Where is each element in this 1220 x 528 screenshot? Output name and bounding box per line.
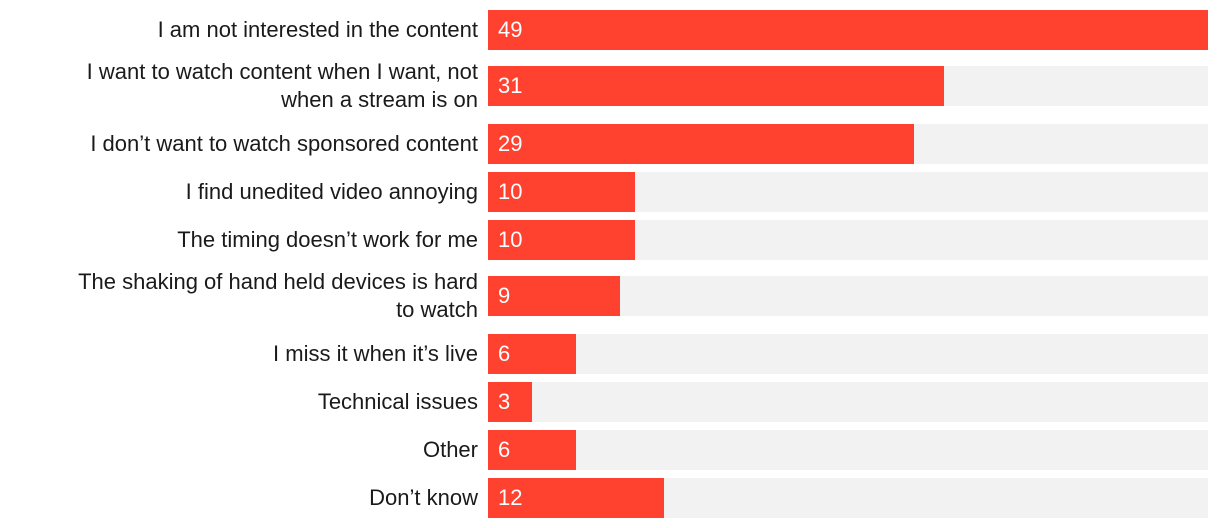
bar <box>488 276 620 316</box>
bar <box>488 220 635 260</box>
category-label-line: The shaking of hand held devices is hard <box>78 269 478 294</box>
category-label: I want to watch content when I want, not… <box>0 58 478 114</box>
bar-track <box>488 382 1208 422</box>
bar-value-label: 31 <box>498 73 523 98</box>
category-label-line: I don’t want to watch sponsored content <box>90 131 478 156</box>
bar <box>488 124 914 164</box>
category-label-line: Technical issues <box>317 389 478 414</box>
bar <box>488 334 576 374</box>
category-label-line: to watch <box>396 297 478 322</box>
bar-track <box>488 334 1208 374</box>
bar <box>488 66 944 106</box>
category-label: I miss it when it’s live <box>0 334 478 374</box>
category-label: Don’t know <box>0 478 478 518</box>
category-label-line: when a stream is on <box>281 87 478 112</box>
bar-value-label: 10 <box>498 179 523 204</box>
category-label: I don’t want to watch sponsored content <box>0 124 478 164</box>
category-label: The shaking of hand held devices is hard… <box>0 268 478 324</box>
category-label-line: I am not interested in the content <box>157 17 478 42</box>
category-label: I find unedited video annoying <box>0 172 478 212</box>
bar-value-label: 9 <box>498 283 511 308</box>
bar-value-label: 29 <box>498 131 523 156</box>
bar-value-label: 6 <box>498 341 511 366</box>
bar-value-label: 10 <box>498 227 523 252</box>
category-label-line: I miss it when it’s live <box>273 341 478 366</box>
bar-track <box>488 430 1208 470</box>
bar-value-label: 49 <box>498 17 523 42</box>
bar <box>488 430 576 470</box>
category-label-line: The timing doesn’t work for me <box>177 227 478 252</box>
category-label: Technical issues <box>0 382 478 422</box>
category-label-line: Don’t know <box>369 485 478 510</box>
category-label-line: Other <box>422 437 478 462</box>
category-label: I am not interested in the content <box>0 10 478 50</box>
category-label-line: I want to watch content when I want, not <box>86 59 478 84</box>
bar <box>488 382 532 422</box>
bar <box>488 478 664 518</box>
bar <box>488 10 1208 50</box>
bar-value-label: 12 <box>498 485 523 510</box>
bar <box>488 172 635 212</box>
category-label-line: I find unedited video annoying <box>185 179 478 204</box>
category-label: Other <box>0 430 478 470</box>
category-label: The timing doesn’t work for me <box>0 220 478 260</box>
bar-value-label: 6 <box>498 437 511 462</box>
bar-value-label: 3 <box>498 389 511 414</box>
